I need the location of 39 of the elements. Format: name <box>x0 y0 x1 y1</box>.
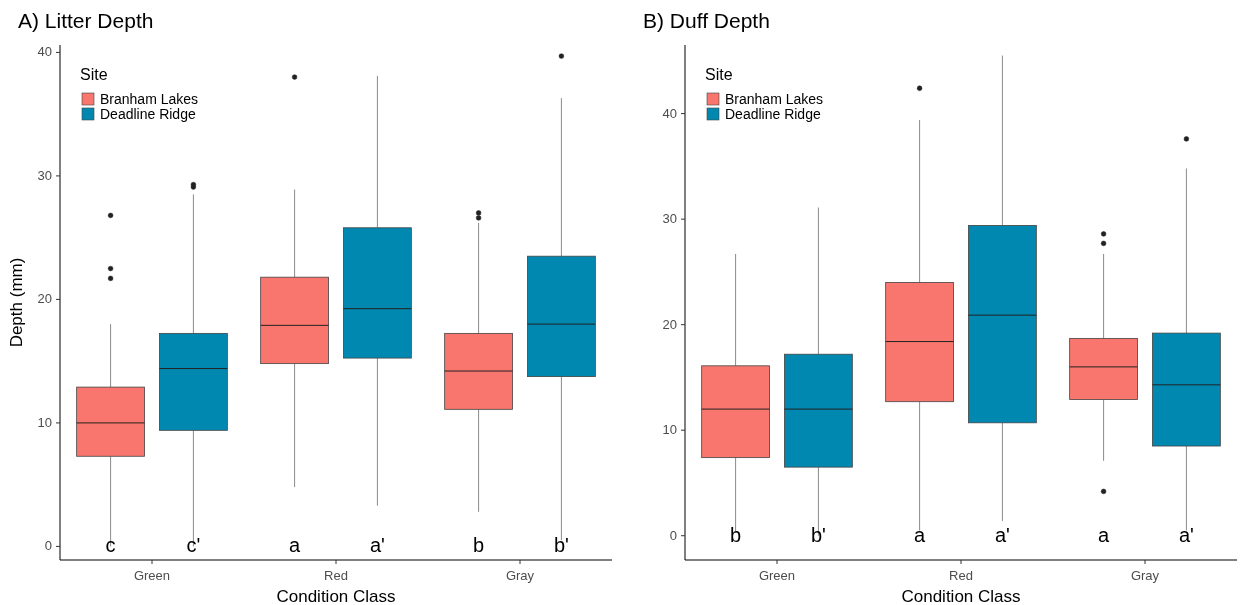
annotation: b' <box>553 534 569 557</box>
legend-title: Site <box>80 66 108 83</box>
chart-title: B) Duff Depth <box>643 9 770 32</box>
x-tick-label: Gray <box>505 568 535 583</box>
y-tick-label: 40 <box>37 44 52 60</box>
y-tick-label: 20 <box>37 291 52 307</box>
y-tick-label: 0 <box>44 538 52 554</box>
annotation: c <box>105 534 116 557</box>
y-tick-label: 40 <box>662 105 677 121</box>
y-tick-label: 20 <box>662 316 677 332</box>
x-axis-title: Condition Class <box>276 587 396 605</box>
y-tick-label: 0 <box>669 527 677 543</box>
y-tick-label: 10 <box>37 414 52 430</box>
chart-title: A) Litter Depth <box>18 9 154 32</box>
legend-label: Deadline Ridge <box>100 106 196 122</box>
legend-label: Branham Lakes <box>725 91 824 107</box>
annotation: a <box>1098 523 1111 546</box>
x-tick-label: Red <box>949 568 973 583</box>
annotation: b' <box>810 523 826 546</box>
y-axis-title: Depth (mm) <box>7 257 26 348</box>
legend-label: Branham Lakes <box>100 91 199 107</box>
annotation: b <box>473 534 485 557</box>
y-tick-label: 30 <box>37 167 52 183</box>
legend-title: Site <box>705 66 733 83</box>
annotation: a' <box>994 523 1010 546</box>
legend-label: Deadline Ridge <box>725 106 821 122</box>
y-tick-label: 30 <box>662 211 677 227</box>
x-tick-label: Green <box>133 568 171 583</box>
x-tick-label: Green <box>758 568 796 583</box>
annotation: c' <box>186 534 201 557</box>
annotation: a' <box>369 534 385 557</box>
annotation: a <box>914 523 927 546</box>
x-tick-label: Gray <box>1130 568 1160 583</box>
annotation: b <box>730 523 742 546</box>
y-tick-label: 10 <box>662 422 677 438</box>
annotation: a' <box>1178 523 1194 546</box>
x-tick-label: Red <box>324 568 348 583</box>
x-axis-title: Condition Class <box>901 587 1021 605</box>
annotation: a <box>289 534 302 557</box>
